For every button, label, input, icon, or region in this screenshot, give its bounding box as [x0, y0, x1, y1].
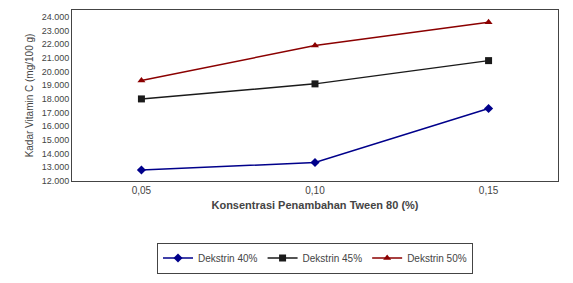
svg-text:22.000: 22.000: [42, 39, 70, 49]
svg-text:13.000: 13.000: [42, 162, 70, 172]
svg-text:19.000: 19.000: [42, 80, 70, 90]
svg-text:21.000: 21.000: [42, 53, 70, 63]
svg-text:0,05: 0,05: [132, 185, 152, 196]
svg-text:0,10: 0,10: [305, 185, 325, 196]
svg-text:16.000: 16.000: [42, 121, 70, 131]
svg-text:15.000: 15.000: [42, 135, 70, 145]
svg-text:20.000: 20.000: [42, 67, 70, 77]
svg-text:17.000: 17.000: [42, 108, 70, 118]
svg-text:14.000: 14.000: [42, 149, 70, 159]
svg-text:Konsentrasi Penambahan Tween 8: Konsentrasi Penambahan Tween 80 (%): [211, 199, 418, 211]
svg-text:0,15: 0,15: [479, 185, 499, 196]
svg-text:Kadar Vitamin C (mg/100 g): Kadar Vitamin C (mg/100 g): [24, 34, 35, 158]
svg-text:Dekstrin 50%: Dekstrin 50%: [407, 253, 467, 264]
svg-text:24.000: 24.000: [42, 12, 70, 22]
svg-text:18.000: 18.000: [42, 94, 70, 104]
svg-text:Dekstrin 45%: Dekstrin 45%: [303, 253, 363, 264]
svg-text:Dekstrin 40%: Dekstrin 40%: [198, 253, 258, 264]
svg-text:12.000: 12.000: [42, 176, 70, 186]
svg-text:23.000: 23.000: [42, 26, 70, 36]
